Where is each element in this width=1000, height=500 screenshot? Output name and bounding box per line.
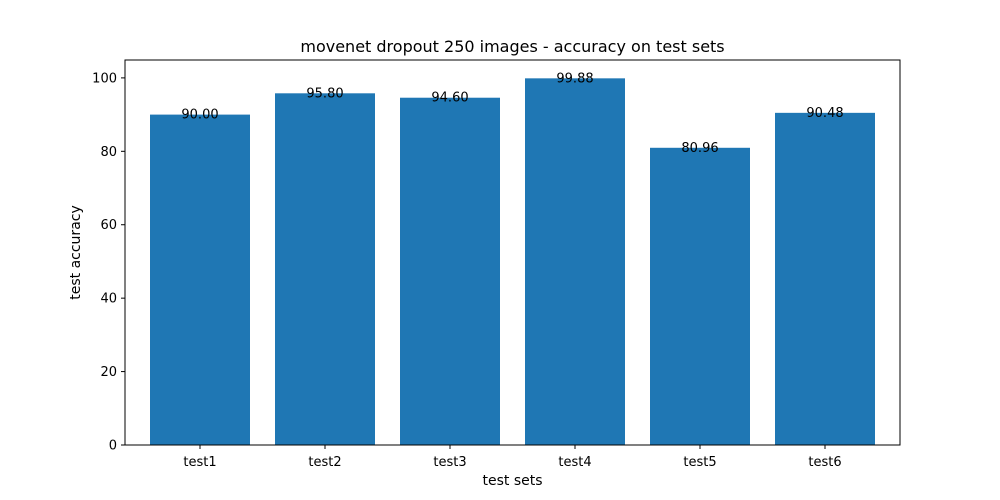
y-tick-label: 80: [100, 145, 117, 160]
bar-value-label: 99.88: [556, 71, 593, 86]
y-tick-label: 0: [109, 439, 117, 454]
bar: [525, 78, 625, 445]
bar-value-label: 80.96: [681, 141, 718, 156]
bar: [150, 114, 250, 446]
x-tick-label: test5: [683, 455, 716, 470]
value-label-group: 90.00 95.80 94.60 99.88 80.96 90.48: [181, 71, 843, 155]
y-tick-label: 20: [100, 365, 117, 380]
bar: [275, 93, 375, 445]
y-axis-label: test accuracy: [68, 205, 84, 300]
x-tick-label: test2: [308, 455, 341, 470]
x-tick-label: test3: [433, 455, 466, 470]
y-tick-label: 100: [92, 71, 117, 86]
bar: [400, 97, 500, 446]
bar-value-label: 90.48: [806, 106, 843, 121]
x-axis-label: test sets: [482, 473, 542, 489]
y-tick-label: 60: [100, 218, 117, 233]
bar-value-label: 94.60: [431, 91, 468, 106]
x-tick-label: test4: [558, 455, 591, 470]
bar-value-label: 95.80: [306, 86, 343, 101]
plot-frame: [124, 59, 901, 446]
x-axis: test1 test2 test3 test4 test5 test6: [183, 445, 842, 470]
bar: [650, 147, 750, 445]
x-tick-label: test1: [183, 455, 216, 470]
bar: [775, 112, 875, 446]
y-tick-label: 40: [100, 292, 117, 307]
y-axis: 0 20 40 60 80 100: [92, 71, 125, 454]
bar-value-label: 90.00: [181, 108, 218, 123]
x-tick-label: test6: [808, 455, 841, 470]
bar-group: [150, 78, 875, 446]
chart-title: movenet dropout 250 images - accuracy on…: [300, 37, 724, 56]
